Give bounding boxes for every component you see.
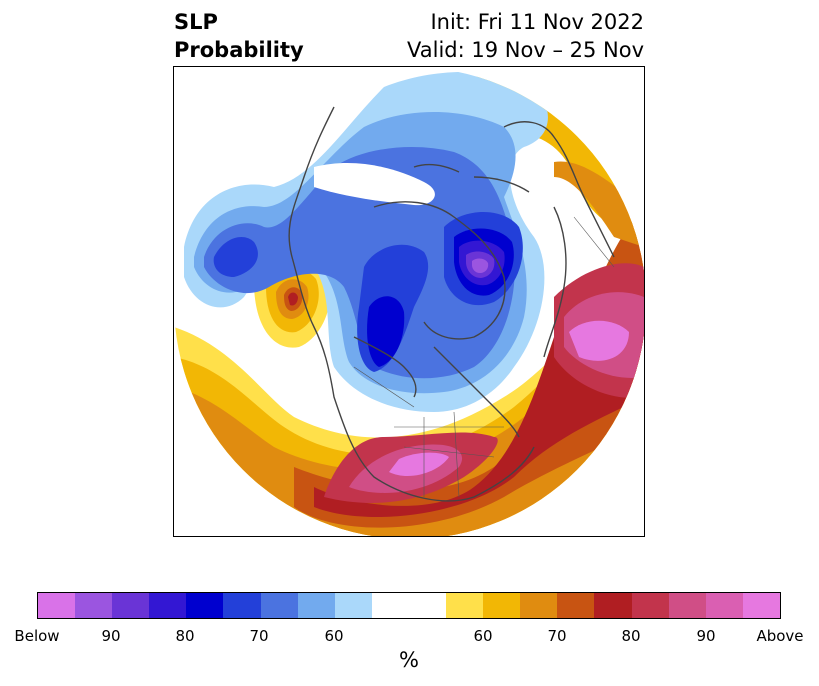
title-left: SLP Probability: [174, 8, 304, 64]
colorbar-segment: [742, 593, 780, 618]
colorbar-tick-label: 60: [473, 627, 493, 645]
colorbar-tick-label: 60: [324, 627, 344, 645]
colorbar-label: %: [399, 648, 419, 672]
colorbar-segment: [38, 593, 76, 618]
colorbar-segment: [594, 593, 632, 618]
colorbar-segment: [260, 593, 298, 618]
colorbar-tick-label: 70: [249, 627, 269, 645]
colorbar-tick-label: 90: [101, 627, 121, 645]
colorbar-tick-label: 70: [547, 627, 567, 645]
colorbar-segment: [705, 593, 743, 618]
colorbar-tick-label: 90: [696, 627, 716, 645]
colorbar-segment: [186, 593, 224, 618]
title-variable: SLP: [174, 10, 218, 34]
colorbar-segment: [112, 593, 150, 618]
colorbar-tick-label: 80: [175, 627, 195, 645]
colorbar-segment: [149, 593, 187, 618]
colorbar-segment: [631, 593, 669, 618]
colorbar-segment: [334, 593, 372, 618]
colorbar-segment: [75, 593, 113, 618]
colorbar-segment: [446, 593, 484, 618]
colorbar-segment: [483, 593, 521, 618]
init-date: Init: Fri 11 Nov 2022: [430, 10, 644, 34]
colorbar: [37, 592, 781, 619]
colorbar-segment: [520, 593, 558, 618]
political-borders: [353, 216, 615, 498]
title-type: Probability: [174, 38, 304, 62]
above-max-us: [389, 452, 449, 477]
colorbar-segment: [223, 593, 261, 618]
above-region-pacific: [288, 292, 298, 306]
colorbar-segment: [297, 593, 335, 618]
probability-map: [174, 67, 644, 536]
title-right: Init: Fri 11 Nov 2022 Valid: 19 Nov – 25…: [407, 8, 644, 64]
colorbar-segment: [557, 593, 595, 618]
above-region-europe: [569, 320, 629, 361]
map-panel: [173, 66, 645, 537]
valid-range: Valid: 19 Nov – 25 Nov: [407, 38, 644, 62]
below-region-polar: [472, 258, 489, 273]
colorbar-segment: [668, 593, 706, 618]
colorbar-tick-label: Below: [14, 627, 60, 645]
colorbar-tick-label: Above: [756, 627, 804, 645]
coastlines: [288, 106, 615, 502]
colorbar-tick-label: 80: [621, 627, 641, 645]
colorbar-segment: [371, 593, 447, 618]
